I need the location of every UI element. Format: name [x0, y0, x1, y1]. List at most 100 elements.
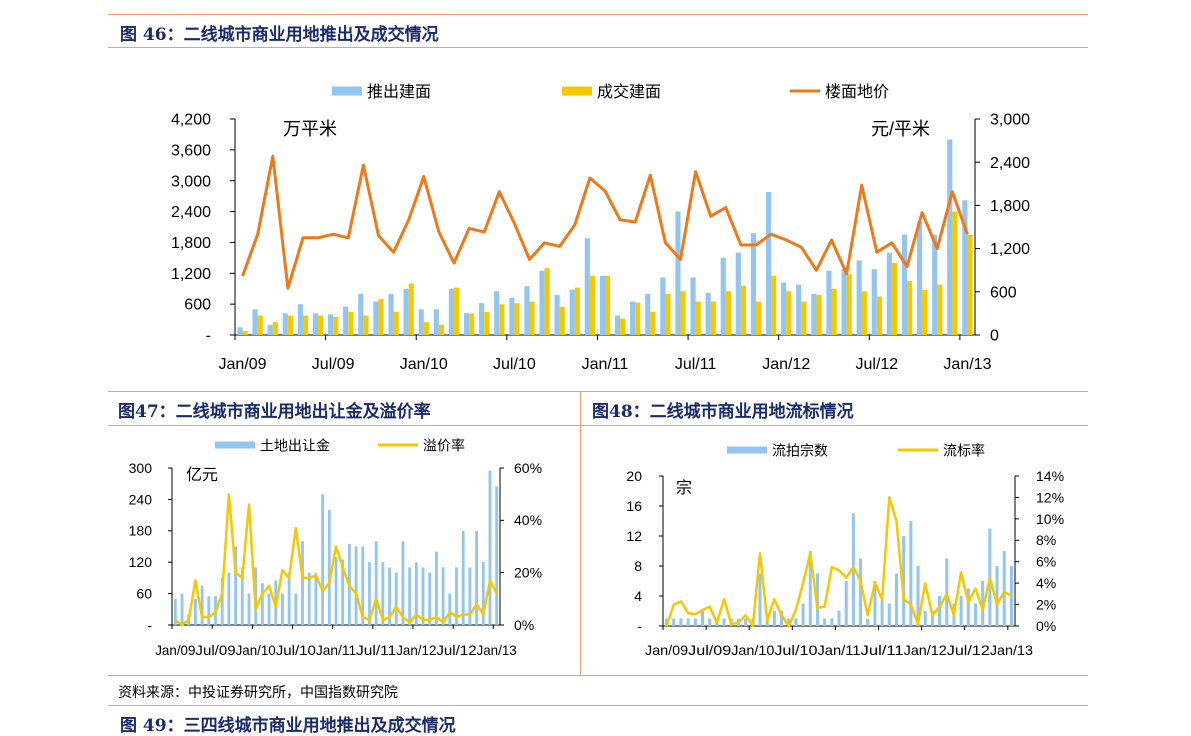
c46-bar: [272, 322, 278, 335]
c47-bar: [260, 583, 264, 625]
c46-bar: [388, 293, 394, 335]
c47-bar: [341, 559, 345, 625]
c47-bar: [414, 562, 418, 625]
c46-bar: [423, 322, 429, 335]
c46-bar: [922, 289, 928, 335]
c46-xtick-label: Jul/11: [675, 356, 717, 373]
c46-bar: [932, 234, 938, 335]
c48-bar: [880, 596, 884, 626]
c47-bar: [234, 546, 237, 625]
c48-ytick-label-left: 12: [626, 528, 642, 544]
c46-bar: [252, 309, 258, 335]
c46-xtick-label: Jul/12: [855, 356, 898, 373]
c46-ytick-label-left: 3,000: [171, 173, 211, 190]
c48-ytick-label-right: 6%: [1036, 554, 1056, 570]
c48-legend-swatch: [727, 446, 767, 454]
c47-ytick-label-left: 180: [129, 523, 153, 539]
c46-bar: [856, 260, 862, 335]
c47-bar: [421, 567, 425, 625]
c47-bar: [307, 572, 311, 625]
c46-bar: [267, 324, 273, 335]
c47-bar: [200, 585, 204, 625]
rule-fig47-title: [108, 425, 1088, 426]
c46-xtick-label: Jan/09: [219, 356, 267, 373]
c46-legend-label: 推出建面: [367, 83, 431, 101]
c46-bar: [630, 301, 636, 335]
c46-bar: [569, 289, 575, 335]
c47-bar: [468, 567, 472, 625]
c47-bar: [207, 596, 211, 625]
c48-bar: [902, 536, 906, 626]
c48-bar: [973, 603, 977, 626]
c48-bar: [765, 618, 769, 626]
c46-bar: [720, 257, 726, 335]
c46-bar: [408, 283, 414, 335]
c47-bar: [267, 593, 271, 625]
c46-bar: [967, 234, 973, 335]
c48-legend-label: 流标率: [943, 442, 985, 458]
c48-ytick-label-right: 12%: [1036, 489, 1064, 505]
c46-bar: [695, 301, 701, 335]
c46-bar: [680, 291, 686, 335]
c46-bar: [418, 309, 424, 335]
c47-bar: [381, 562, 385, 625]
c46-bar: [479, 303, 485, 335]
c47-line-series: [174, 492, 498, 627]
c46-bar: [645, 293, 651, 335]
c47-xtick-label: Jul/09: [195, 642, 235, 658]
c46-bar: [524, 286, 530, 335]
c46-bar: [614, 315, 621, 335]
c47-bar: [180, 593, 184, 625]
c46-ytick-label-left: 2,400: [171, 204, 211, 221]
c46-xtick-label: Jul/10: [493, 356, 536, 373]
c48-bar: [801, 603, 805, 626]
c46-bar: [358, 293, 364, 335]
c46-bar: [962, 200, 968, 335]
c48-bar: [873, 581, 877, 626]
c48-bar: [959, 596, 963, 626]
c46-xtick-label: Jan/12: [762, 356, 810, 373]
c48-ytick-label-left: 4: [634, 588, 642, 604]
c48-bar: [981, 581, 985, 626]
c46-bar: [605, 275, 611, 335]
c46-bar: [282, 313, 288, 335]
c48-bar: [859, 558, 863, 626]
c46-bar: [771, 275, 777, 335]
c46-bar: [801, 301, 807, 335]
rule-divider: [580, 391, 581, 675]
c46-bar: [287, 315, 293, 335]
c47-bar: [281, 593, 284, 625]
c46-bar: [297, 304, 303, 335]
c46-unit-right: 元/平米: [871, 119, 930, 139]
c46-bar: [333, 317, 339, 335]
c46-ytick-label-left: 1,800: [171, 235, 211, 252]
c46-bar: [257, 315, 263, 335]
c46-xtick-label: Jan/13: [943, 356, 991, 373]
c48-bar: [830, 618, 834, 626]
c46-bar: [348, 311, 354, 335]
c47-bar: [321, 494, 325, 625]
c46-xtick-label: Jan/10: [400, 356, 448, 373]
c48-ytick-label-right: 8%: [1036, 532, 1056, 548]
c46-bar: [901, 234, 908, 335]
c47-unit-left: 亿元: [186, 466, 218, 484]
c46-ytick-label-right: 2,400: [990, 155, 1030, 172]
c47-ytick-label-left: -: [147, 617, 152, 633]
c46-bar: [318, 315, 324, 335]
c48-xtick-label: Jul/11: [861, 642, 904, 658]
c46-bar: [665, 293, 671, 335]
c47-legend-label: 溢价率: [423, 437, 465, 453]
c46-ytick-label-right: 1,200: [990, 241, 1030, 258]
c47-legend-label: 土地出让金: [260, 437, 330, 453]
c46-ytick-label-right: 600: [990, 284, 1017, 301]
c47-xtick-label: Jan/12: [396, 642, 436, 658]
c48-bar: [686, 618, 690, 626]
fig47-title: 图47：二线城市商业用地出让金及溢价率: [118, 402, 431, 422]
c48-bar: [772, 611, 776, 626]
c46-bar: [589, 275, 596, 335]
c46-xtick-label: Jan/11: [582, 356, 629, 373]
c47-xtick-label: Jul/10: [276, 642, 316, 658]
c48-bar: [780, 611, 784, 626]
source-note: 资料来源：中投证券研究所，中国指数研究院: [118, 685, 398, 701]
c46-bar: [463, 312, 470, 335]
